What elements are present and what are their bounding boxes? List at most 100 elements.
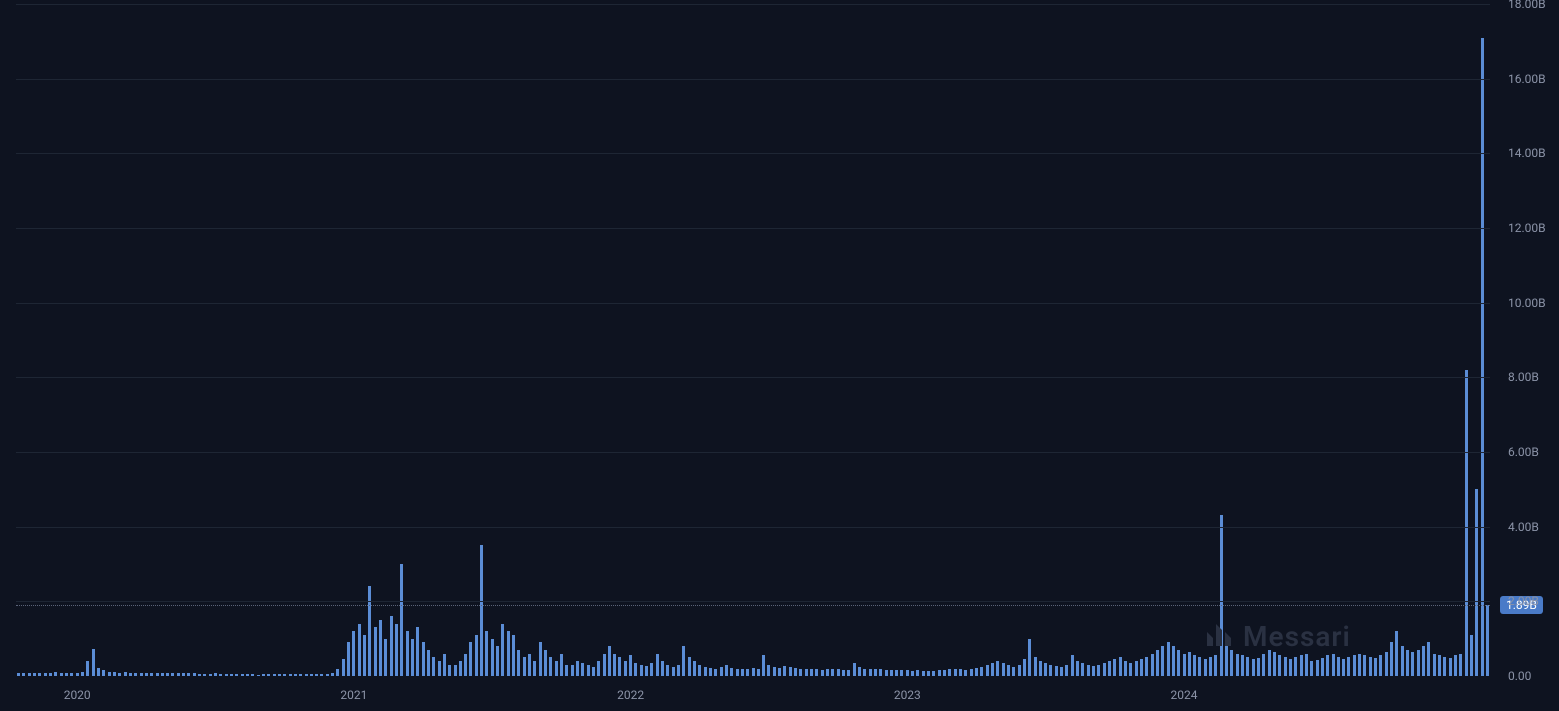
bar [1246,657,1249,676]
bar [746,669,749,676]
bar [352,631,355,676]
bar [28,673,31,676]
bar [1443,657,1446,676]
bar [549,657,552,676]
bar [491,639,494,676]
bar [576,661,579,676]
bar [251,674,254,676]
bar [650,663,653,676]
x-axis-label: 2020 [64,688,91,702]
bar [124,672,127,676]
bar [645,666,648,676]
reference-line [16,605,1490,606]
plot-area [16,4,1490,676]
bar [17,673,20,676]
bar [730,668,733,676]
bar [1177,650,1180,676]
bar [900,670,903,676]
bar [443,654,446,676]
bar [171,673,174,676]
bar [454,665,457,676]
bar [336,669,339,676]
bar [1193,655,1196,676]
bar [1018,665,1021,676]
bar [980,667,983,676]
bar [853,663,856,676]
bar [608,646,611,676]
bar [789,667,792,676]
bar [539,642,542,676]
bar [911,671,914,676]
bar [86,661,89,676]
bar [92,649,95,676]
bar [672,667,675,676]
bar [1007,665,1010,676]
y-axis-label: 4.00B [1508,520,1539,534]
bar [241,674,244,676]
y-axis-label: 12.00B [1508,221,1546,235]
volume-bar-chart[interactable]: Messari 1.89B 0.002.00B4.00B6.00B8.00B10… [0,0,1559,711]
bar [1268,650,1271,676]
bar [693,661,696,676]
bar [837,669,840,676]
bar [448,665,451,676]
bar [858,667,861,676]
bar [331,673,334,676]
bar [613,654,616,676]
bar [986,665,989,676]
bar [1257,658,1260,676]
bar [273,674,276,676]
bar [38,673,41,676]
bar [1241,655,1244,676]
bar [1092,666,1095,676]
bar [698,665,701,676]
bar [560,654,563,676]
bar [182,673,185,676]
bar [1230,650,1233,676]
bar [501,624,504,676]
bar [810,669,813,676]
bar [363,635,366,676]
bar [948,669,951,676]
bar [1183,654,1186,676]
bar [140,673,143,676]
y-axis-label: 18.00B [1508,0,1546,11]
bar [150,673,153,676]
y-axis-label: 16.00B [1508,72,1546,86]
bar [294,674,297,676]
bar [906,670,909,676]
bar [523,657,526,676]
grid-line [16,153,1490,154]
bar [187,673,190,676]
bar [166,673,169,676]
bar [459,661,462,676]
bar [1097,665,1100,676]
bar [544,650,547,676]
bar [555,661,558,676]
bar [464,654,467,676]
bar [108,672,111,676]
bar [406,631,409,676]
bar [996,661,999,676]
bar [975,668,978,676]
bar [1395,631,1398,676]
grid-line [16,452,1490,453]
bar [102,670,105,676]
bar [1406,650,1409,676]
bar [587,665,590,676]
bar [1034,657,1037,676]
bar [1071,655,1074,676]
bar [33,673,36,676]
bar [230,674,233,676]
bar [347,642,350,676]
bar [1379,655,1382,676]
bar [1310,661,1313,676]
grid-line [16,527,1490,528]
y-axis-label: 8.00B [1508,370,1539,384]
bar [113,672,116,676]
bar [320,674,323,676]
bar [283,674,286,676]
bar [97,668,100,676]
bar [1119,657,1122,676]
bar [1188,652,1191,676]
